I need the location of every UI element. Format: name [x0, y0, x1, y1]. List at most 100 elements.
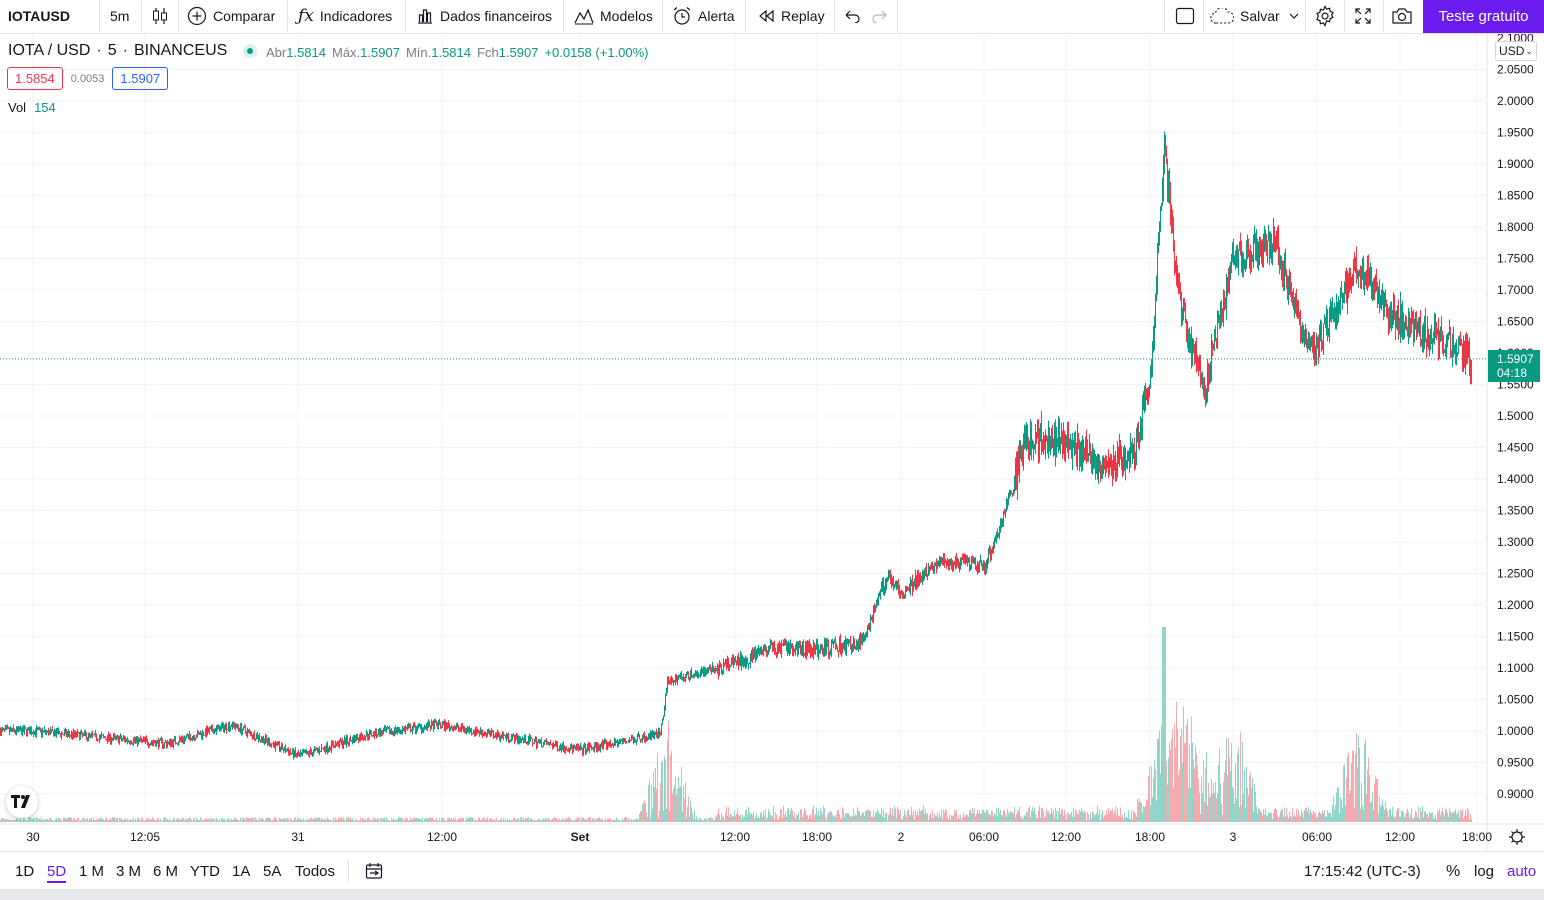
goto-date-button[interactable] — [364, 861, 384, 885]
volume-bar — [520, 817, 521, 822]
volume-bar — [1314, 812, 1315, 822]
save-button[interactable]: Salvar — [1210, 0, 1280, 32]
volume-bar — [563, 819, 564, 822]
range-5d[interactable]: 5D — [47, 863, 67, 883]
undo-button[interactable] — [843, 0, 861, 32]
volume-bar — [553, 819, 554, 822]
templates-button[interactable]: Modelos — [574, 0, 653, 32]
volume-bar — [784, 815, 785, 822]
fullscreen-button[interactable] — [1354, 0, 1372, 32]
alert-button[interactable]: Alerta — [672, 0, 735, 32]
camera-icon — [1391, 7, 1413, 25]
volume-bar — [1455, 808, 1456, 822]
volume-bar — [80, 820, 81, 822]
volume-bar — [1426, 814, 1427, 822]
volume-bar — [1352, 750, 1353, 822]
range-3m[interactable]: 3 M — [116, 863, 142, 880]
symbol-search-button[interactable]: IOTAUSD — [8, 8, 70, 24]
volume-bar — [990, 815, 991, 822]
volume-bar — [730, 813, 731, 822]
replay-button[interactable]: Replay — [757, 0, 825, 32]
volume-bar — [185, 818, 186, 822]
time-axis[interactable]: 30 12:05 31 12:00 Set 12:00 18:00 2 06:00 12:00 18… — [26, 830, 1492, 844]
volume-bar — [1460, 809, 1461, 822]
range-5y[interactable]: 5A — [263, 863, 282, 880]
volume-bar — [31, 818, 32, 822]
indicators-button[interactable]: ƒx Indicadores — [298, 0, 392, 32]
volume-bar — [1154, 759, 1155, 822]
volume-bar — [1064, 809, 1065, 822]
volume-bar — [1078, 814, 1079, 822]
volume-bar — [789, 814, 790, 822]
volume-bar — [1193, 759, 1194, 822]
volume-bar — [216, 817, 217, 822]
volume-bar — [376, 819, 377, 822]
price-tick-label: 1.6500 — [1497, 315, 1534, 329]
settings-button[interactable] — [1314, 0, 1336, 32]
volume-bar — [221, 817, 222, 822]
sell-price-button[interactable]: 1.5854 — [7, 67, 63, 90]
volume-bar — [18, 819, 19, 822]
price-axis[interactable]: 2.10002.05002.00001.95001.90001.85001.80… — [1497, 34, 1534, 801]
auto-scale-toggle[interactable]: auto — [1507, 863, 1537, 880]
volume-bar — [237, 820, 238, 822]
redo-button[interactable] — [871, 0, 889, 32]
percent-scale-toggle[interactable]: % — [1446, 863, 1461, 880]
volume-bar — [115, 819, 116, 822]
range-all[interactable]: Todos — [295, 863, 336, 880]
volume-bar — [1165, 627, 1166, 822]
price-chart[interactable]: 2.10002.05002.00001.95001.90001.85001.80… — [0, 34, 1544, 850]
screenshot-button[interactable] — [1391, 0, 1413, 32]
volume-bar — [1083, 812, 1084, 822]
last-price-label: 1.5907 04:18 — [1488, 350, 1540, 382]
volume-bar — [143, 820, 144, 822]
volume-bar — [196, 817, 197, 822]
price-tick-label: 1.9000 — [1497, 157, 1534, 171]
volume-bar — [86, 818, 87, 822]
volume-bar — [952, 815, 953, 822]
divider — [405, 0, 406, 32]
volume-bar — [212, 818, 213, 822]
volume-bar — [985, 813, 986, 822]
range-ytd[interactable]: YTD — [190, 863, 220, 880]
volume-bar — [1310, 809, 1311, 822]
chart-type-button[interactable] — [151, 0, 169, 32]
volume-bar — [170, 820, 171, 822]
currency-select[interactable]: USD ⌄ — [1495, 41, 1537, 61]
free-trial-button[interactable]: Teste gratuito — [1423, 0, 1544, 33]
series-legend-title[interactable]: IOTA / USD · 5 · BINANCEUS — [8, 42, 258, 60]
buy-price-button[interactable]: 1.5907 — [112, 67, 169, 90]
volume-bar — [1383, 806, 1384, 822]
compare-button[interactable]: Comparar — [187, 0, 275, 32]
price-tick-label: 1.0500 — [1497, 693, 1534, 707]
volume-bar — [1410, 814, 1411, 822]
volume-bar — [1205, 768, 1206, 822]
range-1m[interactable]: 1 M — [79, 863, 105, 880]
volume-bar — [265, 818, 266, 822]
interval-button[interactable]: 5m — [110, 8, 130, 24]
volume-bar — [1389, 809, 1390, 822]
volume-bar — [726, 806, 727, 822]
range-1d[interactable]: 1D — [15, 863, 35, 880]
volume-bar — [783, 806, 784, 822]
range-6m[interactable]: 6 M — [153, 863, 179, 880]
time-axis-settings-icon[interactable] — [1509, 829, 1525, 845]
tradingview-logo-icon[interactable] — [6, 786, 38, 818]
timezone-clock[interactable]: 17:15:42 (UTC-3) — [1304, 863, 1421, 880]
volume-legend[interactable]: Vol 154 — [8, 100, 56, 115]
volume-bar — [480, 819, 481, 822]
financials-button[interactable]: Dados financeiros — [416, 0, 552, 32]
volume-bar — [171, 820, 172, 822]
volume-bar — [336, 819, 337, 822]
volume-bar — [871, 816, 872, 822]
save-menu-button[interactable] — [1289, 0, 1299, 32]
volume-bars — [0, 627, 1472, 822]
range-1y[interactable]: 1A — [232, 863, 251, 880]
volume-bar — [134, 820, 135, 822]
volume-bar — [1335, 804, 1336, 822]
log-scale-toggle[interactable]: log — [1474, 863, 1495, 880]
layout-button[interactable] — [1175, 0, 1195, 32]
volume-bar — [1214, 792, 1215, 822]
volume-bar — [725, 812, 726, 822]
volume-bar — [1042, 807, 1043, 822]
